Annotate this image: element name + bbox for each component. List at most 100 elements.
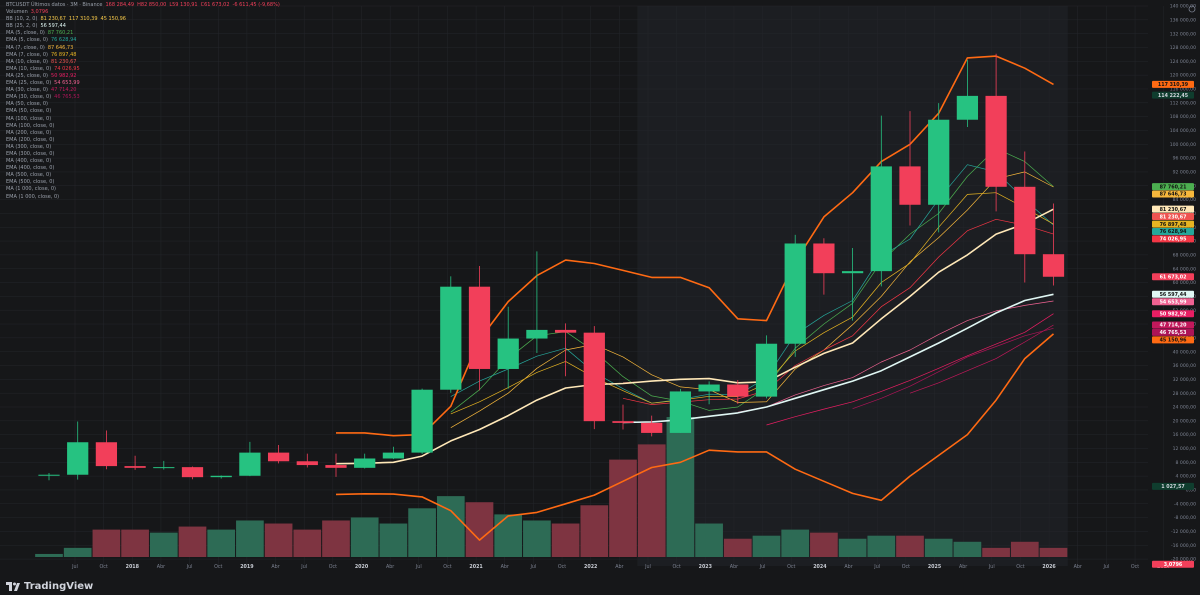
candle-body[interactable] <box>755 343 778 397</box>
volume-bar[interactable] <box>580 505 609 557</box>
volume-bar[interactable] <box>953 541 982 557</box>
volume-bar[interactable] <box>178 526 207 557</box>
volume-bar[interactable] <box>838 538 867 557</box>
tradingview-brand[interactable]: TradingView <box>6 581 93 592</box>
candle-body[interactable] <box>153 467 175 469</box>
candle-body[interactable] <box>985 95 1007 187</box>
volume-bar[interactable] <box>723 538 752 557</box>
bb10-basis-line[interactable] <box>335 208 1054 465</box>
indicator-row[interactable]: MA (200, close, 0) <box>6 130 283 137</box>
ma-line[interactable] <box>450 192 1054 415</box>
candle-body[interactable] <box>440 286 462 390</box>
indicator-row[interactable]: EMA (7, close, 0) 76 897,48 <box>6 52 283 59</box>
candle-body[interactable] <box>38 474 60 476</box>
bb10-upper-band[interactable] <box>336 55 1054 437</box>
volume-bar[interactable] <box>1039 547 1068 557</box>
indicator-row[interactable]: MA (100, close, 0) <box>6 116 283 123</box>
candle-body[interactable] <box>1014 186 1036 255</box>
volume-bar[interactable] <box>350 517 379 557</box>
candle-body[interactable] <box>497 338 519 369</box>
indicator-row[interactable]: MA (400, close, 0) <box>6 158 283 165</box>
candle-body[interactable] <box>813 243 835 274</box>
bb25-basis-line[interactable] <box>622 293 1054 424</box>
candle-body[interactable] <box>181 467 204 478</box>
indicator-row[interactable]: EMA (500, close, 0) <box>6 179 283 186</box>
volume-bar[interactable] <box>637 444 666 557</box>
candle-body[interactable] <box>698 384 720 392</box>
ma-line[interactable] <box>737 300 1054 413</box>
volume-bar[interactable] <box>35 553 63 557</box>
candle-body[interactable] <box>1042 254 1065 277</box>
indicator-row[interactable]: EMA (300, close, 0) <box>6 151 283 158</box>
indicator-row[interactable]: MA (5, close, 0) 87 760,21 <box>6 30 283 37</box>
bb10-lower-band[interactable] <box>335 333 1055 541</box>
volume-bar[interactable] <box>207 529 236 557</box>
volume-bar[interactable] <box>810 532 838 557</box>
volume-bar[interactable] <box>236 520 264 557</box>
candle-body[interactable] <box>641 422 663 433</box>
indicator-row[interactable]: EMA (30, close, 0) 46 765,53 <box>6 94 283 101</box>
candle-body[interactable] <box>841 271 864 274</box>
indicator-row[interactable]: MA (1 000, close, 0) <box>6 186 283 193</box>
indicator-row[interactable]: EMA (100, close, 0) <box>6 123 283 130</box>
candle-body[interactable] <box>899 166 921 205</box>
indicator-row[interactable]: EMA (50, close, 0) <box>6 108 283 115</box>
indicator-row[interactable]: MA (300, close, 0) <box>6 144 283 151</box>
candle-body[interactable] <box>411 389 433 453</box>
volume-bar[interactable] <box>92 529 121 557</box>
volume-bar[interactable] <box>924 538 953 557</box>
volume-bar[interactable] <box>523 520 551 557</box>
candle-body[interactable] <box>354 458 376 468</box>
indicator-row[interactable]: EMA (400, close, 0) <box>6 165 283 172</box>
volume-bar[interactable] <box>781 529 810 557</box>
volume-bar[interactable] <box>494 514 523 557</box>
volume-bar[interactable] <box>867 535 896 557</box>
indicator-row[interactable]: BB (25, 2, 0) 56 597,44 <box>6 23 283 30</box>
candle-body[interactable] <box>928 119 950 205</box>
candle-body[interactable] <box>583 332 605 422</box>
volume-bar[interactable] <box>1010 541 1039 557</box>
ma-line[interactable] <box>766 313 1054 426</box>
indicator-row[interactable]: MA (500, close, 0) <box>6 172 283 179</box>
volume-bar[interactable] <box>149 532 178 557</box>
volume-bar[interactable] <box>63 547 92 557</box>
indicator-row[interactable]: EMA (1 000, close, 0) <box>6 194 283 201</box>
candle-body[interactable] <box>669 391 692 433</box>
candle-body[interactable] <box>784 243 806 344</box>
candle-body[interactable] <box>95 442 118 467</box>
symbol-row[interactable]: BTCUSDT Últimos datos · 3M · Binance 168… <box>6 2 283 9</box>
indicator-row[interactable]: EMA (25, close, 0) 54 653,99 <box>6 80 283 87</box>
indicator-row[interactable]: MA (30, close, 0) 47 714,20 <box>6 87 283 94</box>
candle-body[interactable] <box>124 466 146 468</box>
volume-bar[interactable] <box>408 508 436 557</box>
candle-body[interactable] <box>267 452 290 462</box>
settings-gear-icon[interactable] <box>1188 5 1196 13</box>
indicator-row[interactable]: MA (25, close, 0) 50 982,92 <box>6 73 283 80</box>
volume-bar[interactable] <box>293 529 322 557</box>
volume-bar[interactable] <box>551 523 580 557</box>
ma-line[interactable] <box>450 148 1054 413</box>
ma-line[interactable] <box>622 218 1054 405</box>
candle-body[interactable] <box>612 421 634 423</box>
volume-bar[interactable] <box>322 520 350 557</box>
candle-body[interactable] <box>67 442 89 475</box>
volume-bar[interactable] <box>609 459 637 557</box>
volume-bar[interactable] <box>379 523 408 557</box>
indicator-row[interactable]: EMA (10, close, 0) 74 026,95 <box>6 66 283 73</box>
ma-line[interactable] <box>450 171 1054 429</box>
candle-body[interactable] <box>870 166 892 272</box>
indicator-row[interactable]: BB (10, 2, 0) 81 230,67 117 310,39 45 150,9… <box>6 16 283 23</box>
candle-body[interactable] <box>727 384 749 397</box>
candle-body[interactable] <box>325 465 347 468</box>
indicator-row[interactable]: EMA (200, close, 0) <box>6 137 283 144</box>
volume-bar[interactable] <box>666 417 695 557</box>
candle-body[interactable] <box>554 329 577 333</box>
candle-body[interactable] <box>210 475 232 478</box>
indicator-row[interactable]: EMA (5, close, 0) 76 628,94 <box>6 37 283 44</box>
candle-body[interactable] <box>239 452 261 476</box>
volume-bar[interactable] <box>695 523 723 557</box>
ma-line[interactable] <box>852 327 1054 410</box>
indicator-row[interactable]: MA (7, close, 0) 87 646,73 <box>6 45 283 52</box>
ma-line[interactable] <box>909 324 1054 394</box>
